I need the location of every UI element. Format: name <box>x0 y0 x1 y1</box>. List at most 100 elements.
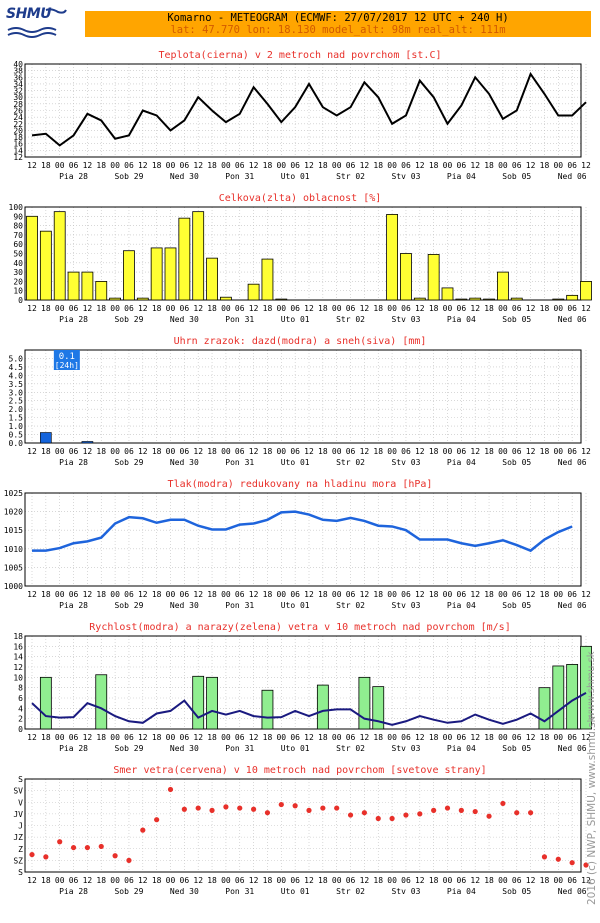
cloud-bar <box>123 250 135 301</box>
day-label: Pia 04 <box>447 315 476 324</box>
y-tick-label: 16 <box>13 140 23 149</box>
x-tick-label: 12 <box>526 161 536 170</box>
panel-title: Teplota(cierna) v 2 metroch nad povrchom… <box>159 50 442 61</box>
x-tick-label: 06 <box>346 447 356 456</box>
day-label: Str 02 <box>336 172 365 181</box>
x-tick-label: 18 <box>41 590 51 599</box>
x-tick-label: 06 <box>180 733 190 742</box>
x-tick-label: 06 <box>180 876 190 885</box>
day-label: Stv 03 <box>391 315 420 324</box>
direction-point <box>431 807 437 813</box>
direction-point <box>126 857 132 863</box>
x-tick-label: 12 <box>470 304 480 313</box>
x-tick-label: 18 <box>373 733 383 742</box>
x-tick-label: 06 <box>235 161 245 170</box>
y-tick-label: V <box>18 798 23 807</box>
direction-point <box>112 853 118 859</box>
x-tick-label: 06 <box>290 733 300 742</box>
x-tick-label: 12 <box>470 733 480 742</box>
day-label: Uto 01 <box>281 172 310 181</box>
x-tick-label: 18 <box>263 590 273 599</box>
x-tick-label: 06 <box>180 590 190 599</box>
x-tick-label: 00 <box>332 733 342 742</box>
x-tick-label: 00 <box>387 876 397 885</box>
y-tick-label: 40 <box>13 259 23 268</box>
y-tick-label: 1.5 <box>9 414 24 423</box>
x-tick-label: 12 <box>193 161 203 170</box>
x-tick-label: 12 <box>249 590 259 599</box>
y-tick-label: 6 <box>18 694 23 703</box>
y-tick-label: 0 <box>18 296 23 305</box>
x-tick-label: 18 <box>152 733 162 742</box>
x-tick-label: 18 <box>429 876 439 885</box>
cloud-bar <box>109 297 121 301</box>
day-label: Sob 05 <box>502 315 531 324</box>
x-tick-label: 18 <box>484 590 494 599</box>
x-tick-label: 06 <box>567 733 577 742</box>
plot-frame <box>24 349 582 444</box>
x-tick-label: 12 <box>304 733 314 742</box>
x-tick-label: 00 <box>387 590 397 599</box>
direction-point <box>209 807 215 813</box>
x-tick-label: 00 <box>553 876 563 885</box>
panel-title: Celkova(zlta) oblacnost [%] <box>219 193 382 204</box>
panel-title: Smer vetra(cervena) v 10 metroch nad pov… <box>113 765 486 776</box>
x-tick-label: 00 <box>221 447 231 456</box>
x-tick-label: 12 <box>193 733 203 742</box>
cloud-bar <box>219 296 232 301</box>
x-tick-label: 18 <box>373 590 383 599</box>
x-tick-label: 06 <box>180 161 190 170</box>
x-tick-label: 00 <box>166 733 176 742</box>
x-tick-label: 06 <box>290 447 300 456</box>
x-tick-label: 12 <box>193 876 203 885</box>
x-tick-label: 18 <box>152 876 162 885</box>
x-tick-label: 00 <box>276 447 286 456</box>
x-tick-label: 12 <box>27 733 37 742</box>
x-tick-label: 06 <box>401 447 411 456</box>
cloud-bar <box>261 258 274 301</box>
y-tick-label: 1.0 <box>9 422 24 431</box>
x-tick-label: 06 <box>290 590 300 599</box>
direction-point <box>361 810 367 816</box>
cloud-bar <box>483 298 495 301</box>
precip-bar <box>81 441 94 444</box>
y-tick-label: Z <box>18 845 23 854</box>
y-tick-label: 0 <box>18 725 23 734</box>
x-tick-label: 12 <box>304 304 314 313</box>
gust-bar <box>206 676 218 730</box>
page-title: Komarno - METEOGRAM (ECMWF: 27/07/2017 1… <box>167 12 509 24</box>
x-tick-label: 12 <box>193 447 203 456</box>
day-label: Pia 28 <box>59 601 88 610</box>
direction-point <box>334 805 340 811</box>
x-tick-label: 06 <box>69 733 79 742</box>
day-label: Pia 28 <box>59 887 88 896</box>
y-tick-label: S <box>18 775 23 784</box>
y-tick-label: 30 <box>13 93 23 102</box>
y-tick-label: 18 <box>13 133 23 142</box>
y-tick-label: 3.0 <box>9 388 24 397</box>
x-tick-label: 18 <box>429 733 439 742</box>
day-label: Str 02 <box>336 744 365 753</box>
x-tick-label: 18 <box>263 876 273 885</box>
day-label: Ned 06 <box>558 458 587 467</box>
x-tick-label: 18 <box>540 876 550 885</box>
location-info: lat: 47.770 lon: 18.130 model_alt: 98m r… <box>170 24 506 36</box>
x-tick-label: 18 <box>96 447 106 456</box>
gust-bar <box>95 674 108 730</box>
direction-point <box>181 806 187 812</box>
direction-point <box>195 805 201 811</box>
x-tick-label: 06 <box>69 876 79 885</box>
day-label: Str 02 <box>336 315 365 324</box>
day-label: Sob 29 <box>114 744 143 753</box>
x-tick-label: 00 <box>553 304 563 313</box>
x-tick-label: 18 <box>540 304 550 313</box>
day-label: Sob 05 <box>502 887 531 896</box>
x-tick-label: 18 <box>263 733 273 742</box>
direction-point <box>375 815 381 822</box>
x-tick-label: 18 <box>318 590 328 599</box>
y-tick-label: 14 <box>13 653 23 662</box>
x-tick-label: 06 <box>235 876 245 885</box>
x-tick-label: 00 <box>221 304 231 313</box>
panel-temperature: Teplota(cierna) v 2 metroch nad povrchom… <box>13 50 591 181</box>
logo-waves-icon <box>7 8 67 38</box>
